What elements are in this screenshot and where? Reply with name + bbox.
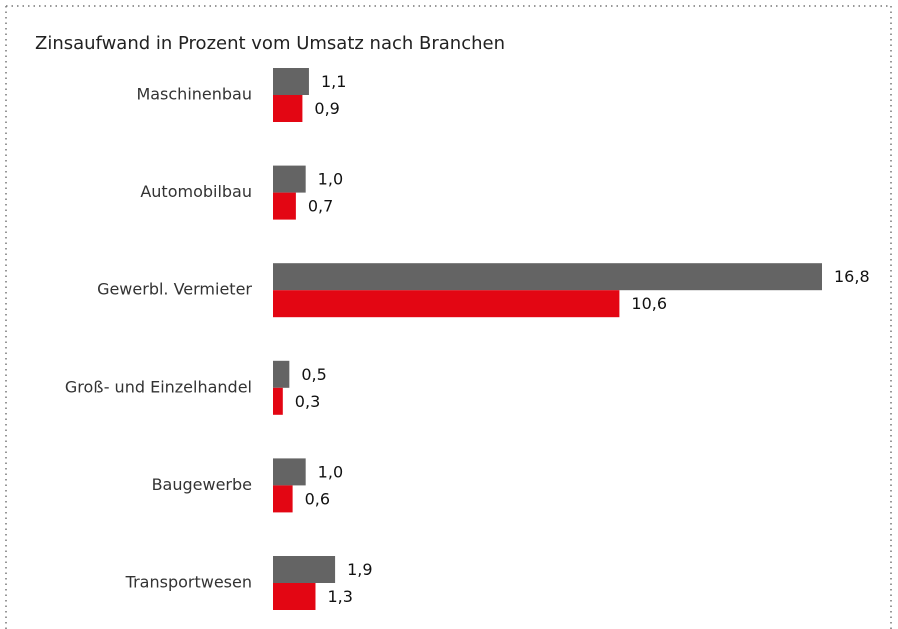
- chart-title: Zinsaufwand in Prozent vom Umsatz nach B…: [35, 33, 505, 54]
- value-label: 1,3: [327, 587, 352, 606]
- category-label: Maschinenbau: [136, 85, 252, 104]
- category-label: Automobilbau: [140, 182, 252, 201]
- bar: [273, 556, 336, 583]
- bar: [273, 192, 296, 220]
- category-label: Transportwesen: [125, 573, 252, 592]
- value-label: 1,9: [347, 560, 372, 579]
- category-label: Groß- und Einzelhandel: [65, 377, 252, 396]
- value-label: 16,8: [834, 267, 870, 286]
- value-label: 10,6: [631, 294, 667, 313]
- bar: [273, 263, 822, 291]
- category-label: Gewerbl. Vermieter: [97, 280, 252, 299]
- value-label: 0,5: [301, 365, 326, 384]
- bar: [273, 583, 316, 610]
- value-label: 1,0: [318, 462, 343, 481]
- bar: [273, 95, 303, 122]
- bar: [273, 360, 290, 388]
- bar: [273, 387, 283, 415]
- value-label: 0,6: [305, 489, 330, 508]
- bar: [273, 68, 309, 95]
- value-label: 0,9: [314, 99, 339, 118]
- bar: [273, 290, 620, 318]
- value-label: 0,3: [295, 392, 320, 411]
- bar: [273, 458, 306, 486]
- value-label: 1,1: [321, 72, 346, 91]
- value-label: 0,7: [308, 197, 333, 216]
- bar: [273, 485, 293, 513]
- bar: [273, 165, 306, 193]
- value-label: 1,0: [318, 170, 343, 189]
- category-label: Baugewerbe: [152, 475, 252, 494]
- frame: [5, 5, 892, 629]
